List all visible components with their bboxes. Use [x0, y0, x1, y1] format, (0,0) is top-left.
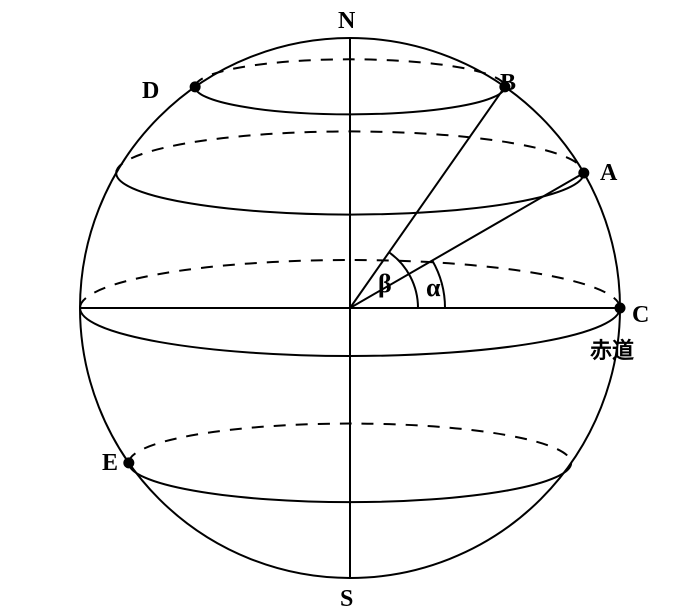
point-A [578, 168, 589, 179]
label-S: S [340, 586, 353, 612]
label-E: E [102, 450, 118, 476]
label-B: B [500, 70, 516, 96]
point-C [615, 303, 626, 314]
label-C: C [632, 302, 649, 328]
point-D [190, 81, 201, 92]
label-beta: β [378, 269, 392, 298]
label-D: D [142, 78, 159, 104]
label-equator: 赤道 [590, 338, 634, 363]
label-N: N [338, 8, 356, 34]
label-alpha: α [426, 273, 441, 302]
globe-diagram: N S D B A C E 赤道 β α [0, 0, 700, 616]
label-A: A [600, 160, 618, 186]
point-E [123, 457, 134, 468]
